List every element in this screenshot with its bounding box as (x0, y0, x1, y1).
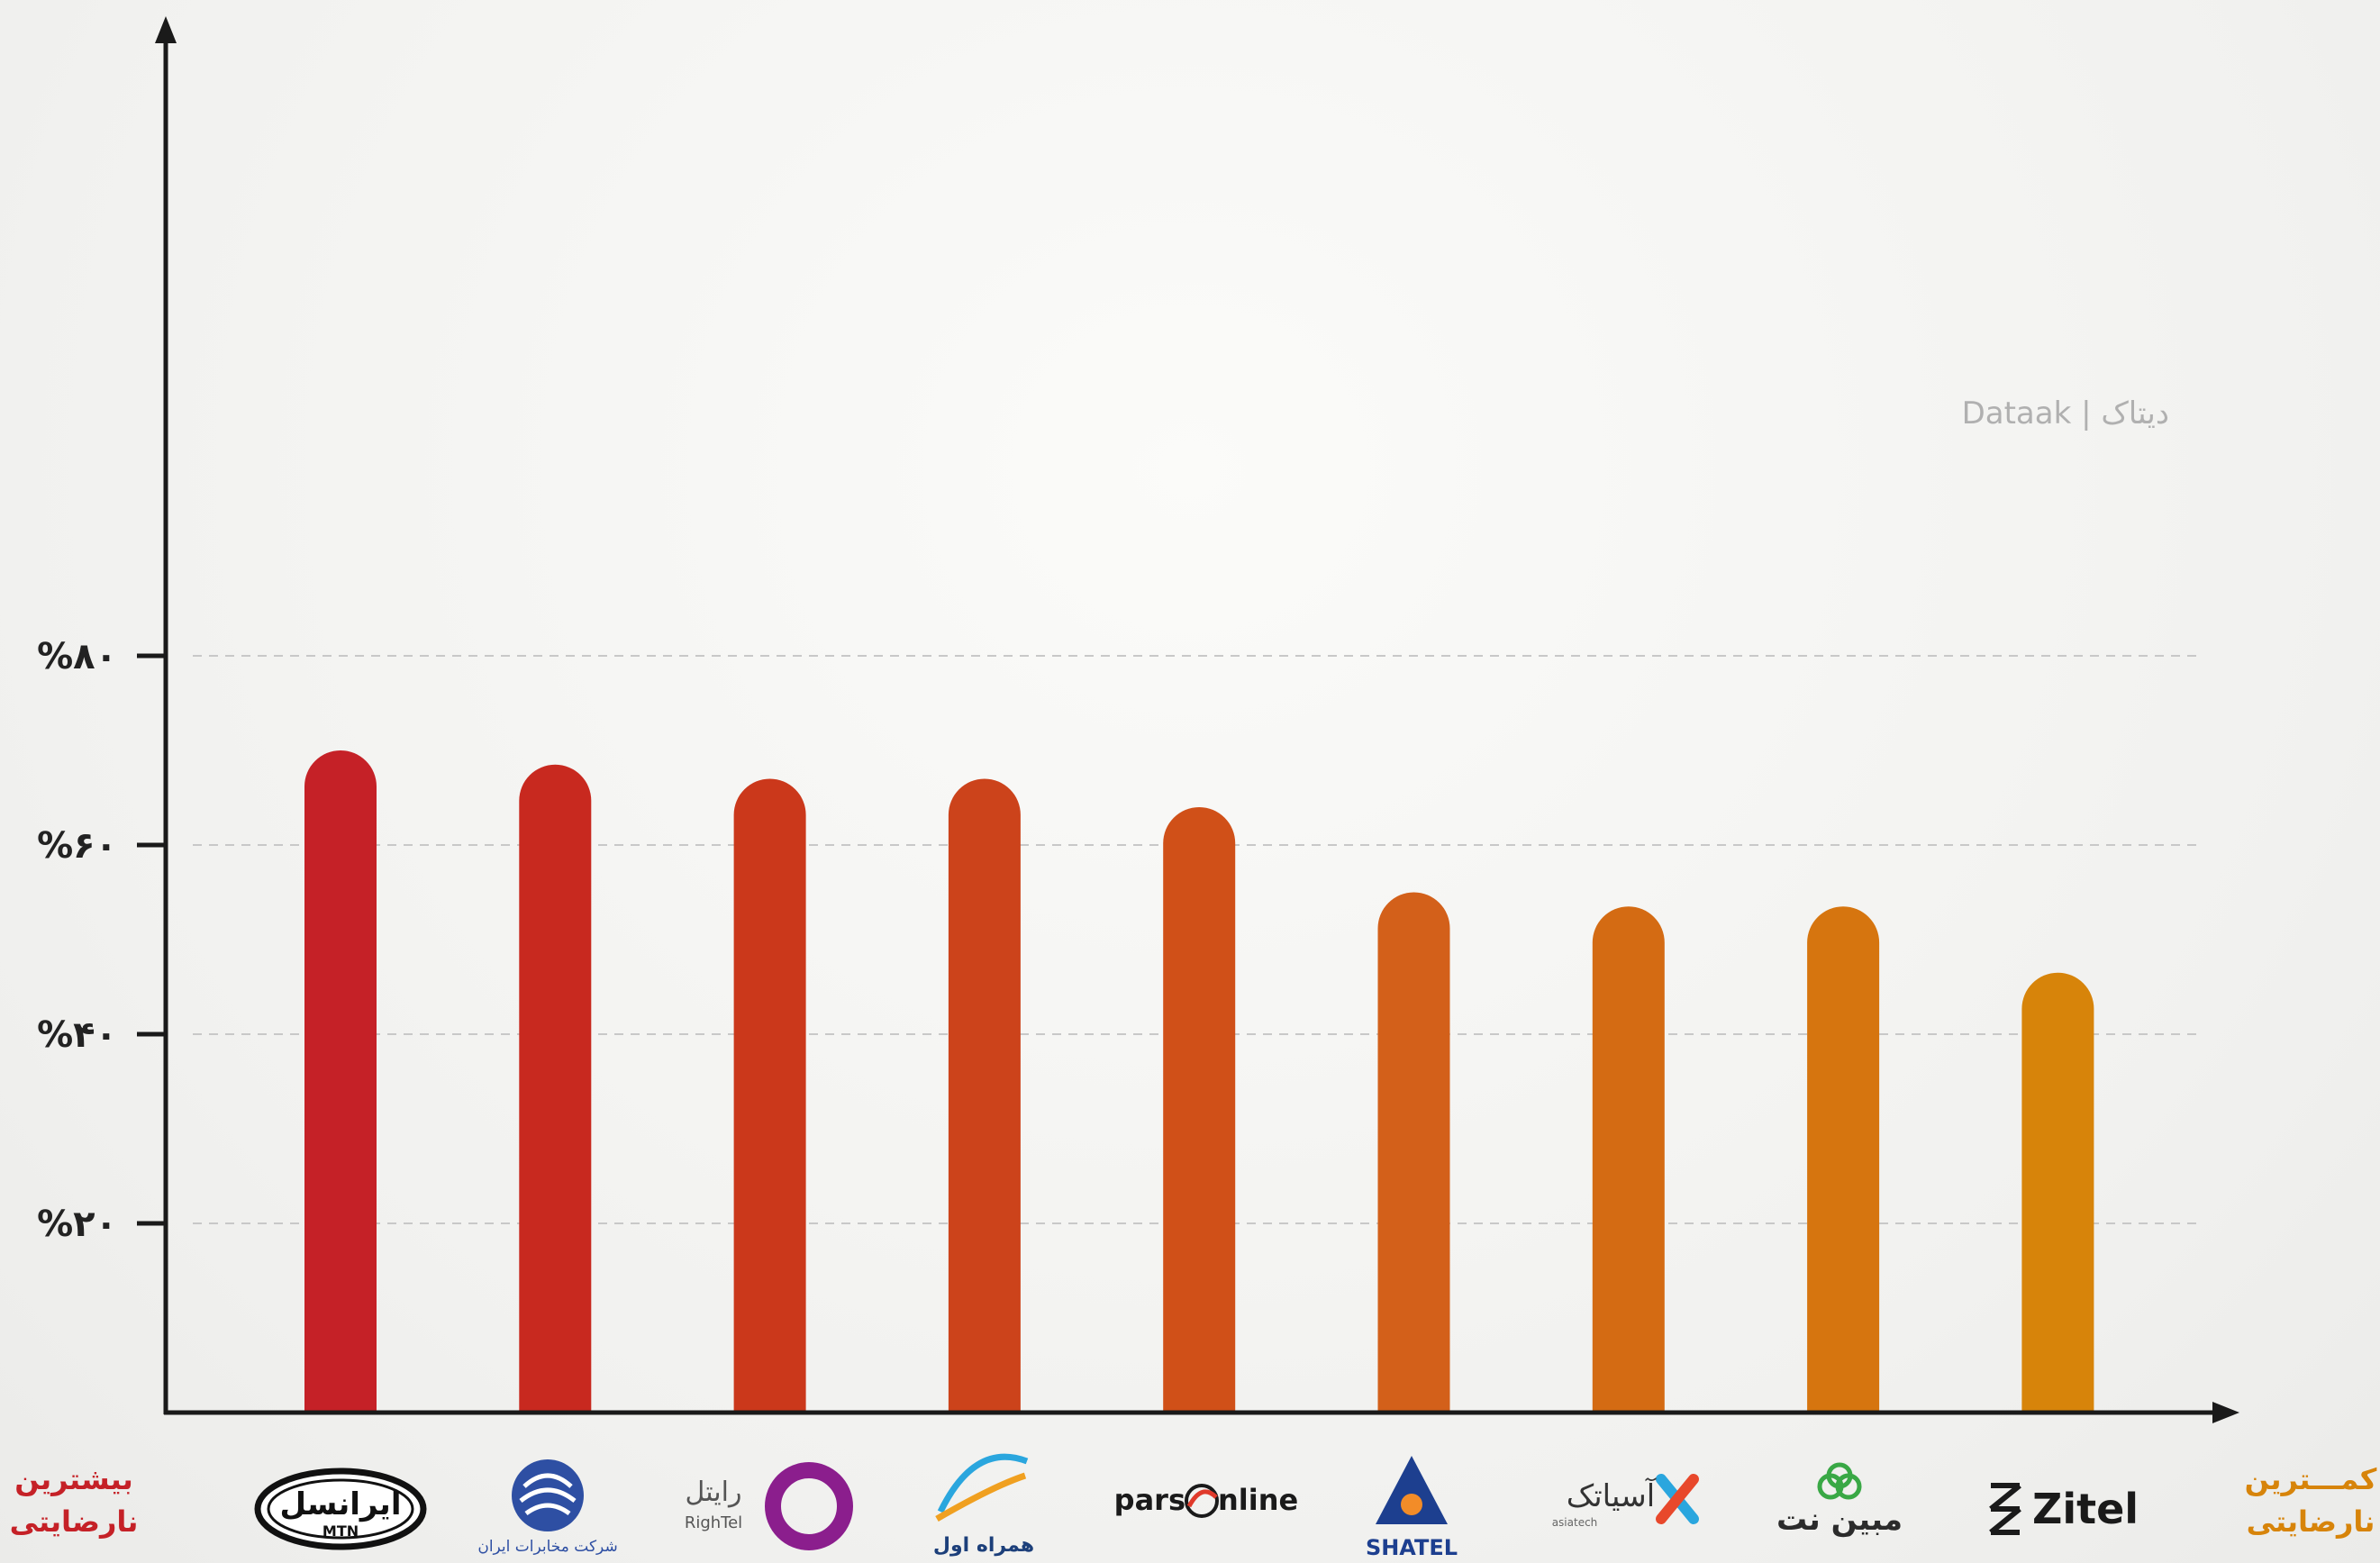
shatel-text: SHATEL (1366, 1535, 1458, 1560)
bar-5 (1163, 807, 1236, 1413)
watermark-text: Dataak | دیتاک (1962, 395, 2169, 432)
left-end-label-line1: بیشترین (14, 1462, 132, 1496)
shatel-logo: SHATEL (1366, 1456, 1458, 1560)
mobinnet-text: مبین نت (1776, 1502, 1903, 1538)
mtn-irancell-subtext: MTN (322, 1522, 359, 1540)
bar-2 (519, 764, 592, 1413)
rightel-logo: رایتل RighTel (685, 1462, 853, 1550)
zitel-text: Zitel (2032, 1485, 2139, 1533)
right-end-label-line2: نارضایتی (2247, 1504, 2375, 1539)
hamrahe-aval-logo: همراه اول (933, 1453, 1034, 1557)
asiatech-text: آسیاتک (1567, 1477, 1657, 1514)
right-end-label-line1: کمـــترین (2245, 1462, 2377, 1496)
asiatech-subtext: asiatech (1552, 1516, 1598, 1529)
y-tick-label: %۲۰ (37, 1204, 117, 1245)
bar-1 (304, 750, 377, 1413)
y-ticks: %۲۰ %۴۰ %۶۰ %۸۰ (37, 636, 166, 1245)
parsonline-text: pars (1114, 1483, 1185, 1517)
parsonline-logo: pars nline (1114, 1483, 1298, 1518)
mobinnet-logo: مبین نت (1776, 1462, 1903, 1538)
bar-9 (2021, 972, 2094, 1413)
y-tick-label: %۸۰ (37, 636, 117, 677)
tci-text: شرکت مخابرات ایران (477, 1538, 617, 1556)
asiatech-logo: آسیاتک asiatech (1552, 1474, 1699, 1529)
rightel-subtext: RighTel (685, 1513, 742, 1532)
tci-logo: شرکت مخابرات ایران (477, 1459, 618, 1556)
parsonline-subtext: nline (1218, 1483, 1298, 1517)
left-end-label-line2: نارضایتی (10, 1504, 139, 1539)
bar-6 (1377, 892, 1450, 1413)
bar-4 (948, 778, 1021, 1413)
bar-3 (733, 778, 806, 1413)
rightel-text: رایتل (686, 1477, 742, 1508)
x-axis-arrow (2212, 1402, 2239, 1423)
hamrahe-aval-text: همراه اول (933, 1534, 1034, 1557)
bar-8 (1807, 906, 1880, 1413)
bars (304, 750, 2094, 1413)
zitel-logo: Zitel (1989, 1483, 2139, 1535)
bar-7 (1592, 906, 1665, 1413)
y-tick-label: %۴۰ (37, 1014, 117, 1056)
y-axis-arrow (155, 16, 177, 43)
mtn-irancell-text: ایرانسل (280, 1486, 402, 1522)
mtn-irancell-logo: ایرانسل MTN (254, 1468, 427, 1550)
y-tick-label: %۶۰ (37, 825, 117, 867)
